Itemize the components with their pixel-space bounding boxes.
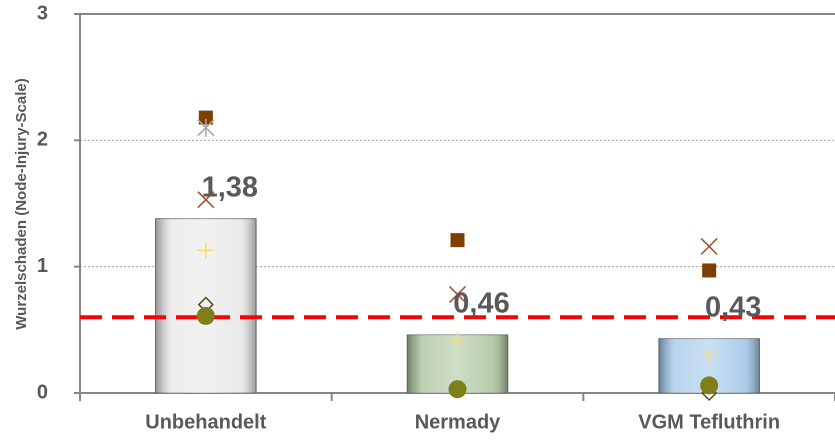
point	[700, 376, 719, 395]
y-tick-label: 1	[37, 255, 48, 277]
x-tick-label: Nermady	[415, 411, 501, 433]
point	[197, 118, 215, 137]
point	[448, 380, 467, 399]
point	[448, 285, 467, 303]
x-tick-label: VGM Tefluthrin	[638, 411, 780, 433]
y-tick-label: 3	[37, 2, 48, 24]
point	[196, 306, 215, 325]
y-tick-label: 2	[37, 129, 48, 151]
point	[198, 110, 213, 125]
point	[700, 237, 718, 255]
point	[702, 263, 717, 278]
point	[197, 242, 214, 259]
value-label: 0,46	[453, 288, 509, 320]
point	[449, 331, 466, 348]
point	[450, 233, 465, 248]
y-axis-label: Wurzelschaden (Node-Injury-Scale)	[13, 78, 30, 329]
x-tick-label: Unbehandelt	[145, 411, 266, 433]
y-tick-label: 0	[37, 381, 48, 403]
value-label: 0,43	[705, 291, 761, 323]
value-label: 1,38	[202, 171, 258, 203]
point	[197, 191, 215, 209]
point	[701, 347, 718, 364]
